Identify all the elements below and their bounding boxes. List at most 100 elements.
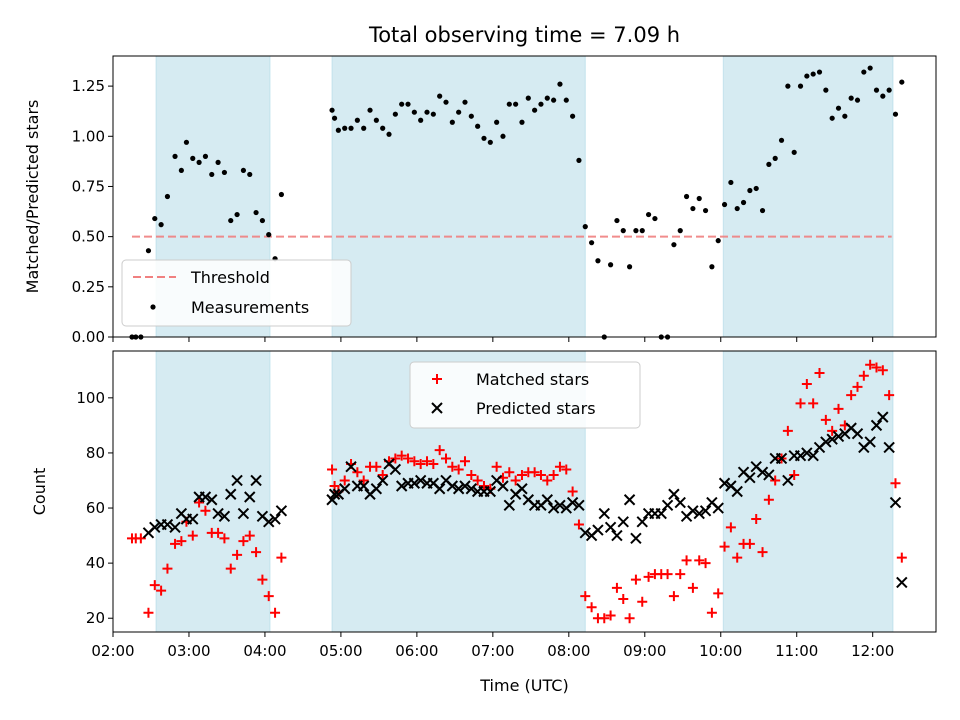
- matched-point: [700, 558, 711, 569]
- measurement-point: [683, 193, 690, 200]
- matched-point: [814, 368, 825, 379]
- predicted-point: [782, 474, 794, 487]
- measurement-point: [816, 69, 823, 75]
- measurement-point: [721, 201, 728, 208]
- measurement-point: [582, 224, 588, 230]
- matched-point: [858, 370, 869, 381]
- matched-point: [219, 533, 230, 544]
- measurement-point: [475, 123, 481, 129]
- matched-point: [263, 591, 274, 602]
- legend-predicted-swatch: [431, 402, 443, 414]
- predicted-point: [718, 477, 731, 489]
- predicted-point: [864, 436, 876, 448]
- measurement-point: [626, 264, 633, 270]
- ratio-panel: 0.00 0.25 0.50 0.75 1.00 1.25 Matched/Predicte…: [23, 23, 937, 346]
- matched-point: [466, 469, 477, 480]
- measurement-point: [785, 83, 791, 89]
- x-tick-label: 02:00: [91, 642, 134, 660]
- matched-point: [719, 541, 730, 552]
- measurement-point: [494, 119, 500, 125]
- measurement-point: [519, 119, 525, 125]
- matched-point: [675, 569, 686, 580]
- predicted-point: [877, 411, 889, 423]
- matched-point: [327, 464, 338, 475]
- shaded-interval: [722, 55, 894, 338]
- matched-point: [573, 519, 584, 530]
- measurement-point: [899, 79, 905, 85]
- predicted-point: [231, 474, 243, 487]
- measurement-point: [513, 101, 519, 107]
- predicted-point: [414, 474, 427, 487]
- legend-matched-swatch: [432, 374, 442, 384]
- measurement-point: [620, 228, 626, 234]
- measurement-point: [892, 111, 899, 117]
- y-axis-label: Matched/Predicted stars: [23, 100, 42, 294]
- matched-point: [428, 458, 439, 469]
- predicted-point: [199, 491, 212, 503]
- legend-box: [409, 361, 641, 429]
- matched-point: [681, 555, 692, 566]
- measurement-point: [854, 97, 861, 103]
- matched-point: [706, 607, 717, 618]
- measurement-point: [861, 69, 867, 75]
- measurement-point: [639, 228, 645, 234]
- measurement-point: [329, 107, 335, 113]
- predicted-point: [731, 485, 743, 498]
- predicted-point: [263, 516, 275, 528]
- measurement-point: [506, 101, 512, 107]
- predicted-point: [579, 527, 591, 539]
- measurement-point: [183, 139, 190, 145]
- measurement-point: [570, 113, 576, 119]
- legend-predicted-label: Predicted stars: [476, 399, 596, 418]
- measurement-point: [209, 171, 215, 178]
- matched-point: [548, 469, 559, 480]
- predicted-point: [611, 529, 623, 542]
- predicted-point: [687, 505, 699, 517]
- measurement-point: [380, 125, 386, 131]
- measurement-point: [443, 99, 449, 105]
- predicted-point: [794, 449, 807, 462]
- predicted-point: [218, 510, 231, 523]
- predicted-point: [465, 483, 478, 495]
- legend-box: [121, 259, 352, 327]
- matched-point: [896, 552, 907, 563]
- matched-point: [744, 538, 755, 549]
- predicted-point: [896, 576, 908, 589]
- y-tick-label: 1.25: [72, 77, 105, 95]
- matched-point: [795, 398, 806, 409]
- matched-point: [213, 527, 224, 538]
- matched-point: [251, 547, 262, 558]
- measurement-point: [835, 105, 842, 111]
- predicted-point: [237, 507, 250, 520]
- predicted-point: [206, 494, 218, 506]
- y-tick-label: 80: [86, 444, 105, 462]
- matched-point: [358, 475, 369, 486]
- predicted-point: [370, 483, 383, 495]
- measurement-point: [342, 125, 348, 131]
- matched-point: [422, 456, 433, 467]
- predicted-point: [484, 485, 497, 498]
- matched-point: [390, 453, 401, 464]
- x-axis-label: Time (UTC): [479, 676, 568, 695]
- measurement-point: [753, 185, 759, 192]
- measurement-point: [734, 205, 740, 212]
- predicted-point: [376, 474, 389, 487]
- measurement-point: [278, 191, 284, 198]
- matched-point: [257, 574, 268, 585]
- x-tick-label: 07:00: [471, 642, 514, 660]
- measurement-point: [373, 117, 379, 123]
- count-panel: 20 40 60 80 100 02:00 03:00 04:00 05:00 06:00 07:0…: [30, 350, 937, 695]
- y-tick-label: 0.75: [72, 177, 105, 195]
- measurement-point: [202, 153, 209, 159]
- predicted-point: [161, 518, 174, 531]
- measurement-point: [747, 187, 753, 194]
- measurement-point: [266, 232, 272, 238]
- matched-point: [554, 461, 565, 472]
- matched-point: [871, 362, 882, 373]
- predicted-point: [661, 499, 674, 511]
- shaded-interval: [722, 350, 894, 633]
- predicted-point: [497, 480, 509, 492]
- matched-point: [194, 497, 205, 508]
- predicted-point: [623, 494, 636, 506]
- measurement-point: [228, 217, 234, 224]
